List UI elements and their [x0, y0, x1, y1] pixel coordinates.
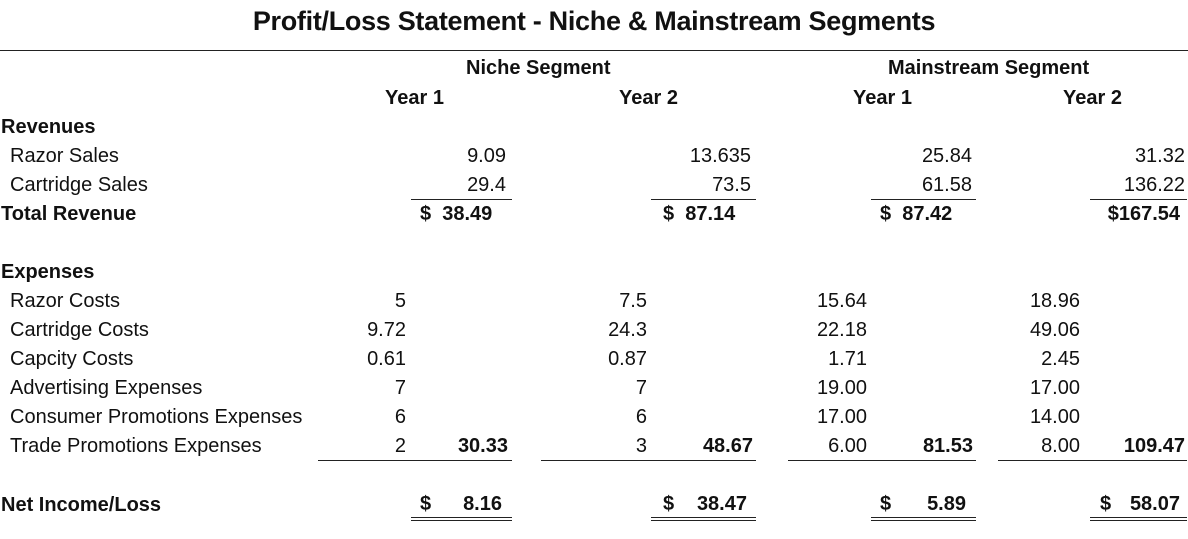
- expense-main-y1: 22.18: [816, 319, 867, 341]
- cartridge-sales-niche-y1: 29.4: [467, 174, 506, 196]
- expense-main-y2: 2.45: [1041, 348, 1080, 370]
- expense-niche-y1: 6: [394, 406, 406, 428]
- expense-total-main-y1: 81.53: [922, 435, 973, 457]
- expense-niche-y1: 9.72: [367, 319, 406, 341]
- net-income-main-y2: 58.07: [1129, 493, 1180, 515]
- total-revenue-main-y1: $ 87.42: [880, 203, 953, 225]
- expense-main-y2: 14.00: [1029, 406, 1080, 428]
- total-revenue-niche-y1: $ 38.49: [420, 203, 493, 225]
- revenues-header: Revenues: [1, 116, 96, 138]
- expense-total-niche-y2: 48.67: [702, 435, 753, 457]
- cartridge-sales-label: Cartridge Sales: [10, 174, 148, 196]
- expense-main-y2: 8.00: [1041, 435, 1080, 457]
- niche-segment-header: Niche Segment: [466, 57, 611, 79]
- expense-total-main-y2: 109.47: [1123, 435, 1185, 457]
- niche-year1-header: Year 1: [385, 87, 444, 109]
- expense-niche-y1: 7: [394, 377, 406, 399]
- net-income-label: Net Income/Loss: [1, 494, 162, 516]
- revenue-subtotal-rule: [871, 199, 976, 200]
- expense-main-y1: 17.00: [816, 406, 867, 428]
- revenue-subtotal-rule: [651, 199, 756, 200]
- razor-sales-main-y1: 25.84: [921, 145, 972, 167]
- expense-main-y2: 17.00: [1029, 377, 1080, 399]
- net-double-rule: [411, 517, 512, 521]
- total-revenue-main-y2: $167.54: [1107, 203, 1180, 225]
- expense-main-y1: 1.71: [828, 348, 867, 370]
- expense-total-niche-y1: 30.33: [457, 435, 508, 457]
- mainstream-year2-header: Year 2: [1063, 87, 1122, 109]
- expense-niche-y2: 24.3: [608, 319, 647, 341]
- expense-subtotal-rule: [541, 460, 756, 461]
- net-double-rule: [1090, 517, 1187, 521]
- net-currency-symbol: $: [420, 493, 432, 515]
- net-double-rule: [651, 517, 756, 521]
- expense-niche-y1: 5: [394, 290, 406, 312]
- total-revenue-niche-y2: $ 87.14: [663, 203, 736, 225]
- expense-label: Cartridge Costs: [10, 319, 149, 341]
- net-income-niche-y2: 38.47: [696, 493, 747, 515]
- mainstream-segment-header: Mainstream Segment: [888, 57, 1090, 79]
- niche-year2-header: Year 2: [619, 87, 678, 109]
- net-currency-symbol: $: [663, 493, 675, 515]
- expense-main-y2: 49.06: [1029, 319, 1080, 341]
- net-income-niche-y1: 8.16: [463, 493, 502, 515]
- razor-sales-niche-y2: 13.635: [689, 145, 751, 167]
- mainstream-year1-header: Year 1: [853, 87, 912, 109]
- title-rule: [0, 50, 1188, 51]
- expense-niche-y2: 6: [635, 406, 647, 428]
- cartridge-sales-main-y1: 61.58: [921, 174, 972, 196]
- expense-niche-y1: 2: [394, 435, 406, 457]
- expense-label: Consumer Promotions Expenses: [10, 406, 303, 428]
- expense-main-y2: 18.96: [1029, 290, 1080, 312]
- expense-main-y1: 15.64: [816, 290, 867, 312]
- expense-niche-y2: 3: [635, 435, 647, 457]
- revenue-subtotal-rule: [1090, 199, 1187, 200]
- expense-subtotal-rule: [318, 460, 512, 461]
- net-double-rule: [871, 517, 976, 521]
- razor-sales-label: Razor Sales: [10, 145, 119, 167]
- expense-subtotal-rule: [788, 460, 976, 461]
- expense-main-y1: 19.00: [816, 377, 867, 399]
- expense-label: Advertising Expenses: [10, 377, 203, 399]
- razor-sales-main-y2: 31.32: [1134, 145, 1185, 167]
- expense-niche-y2: 7: [635, 377, 647, 399]
- cartridge-sales-niche-y2: 73.5: [712, 174, 751, 196]
- expense-niche-y2: 0.87: [608, 348, 647, 370]
- cartridge-sales-main-y2: 136.22: [1123, 174, 1185, 196]
- revenue-subtotal-rule: [411, 199, 512, 200]
- expenses-header: Expenses: [1, 261, 95, 283]
- expense-label: Trade Promotions Expenses: [10, 435, 262, 457]
- total-revenue-label: Total Revenue: [1, 203, 137, 225]
- expense-niche-y2: 7.5: [619, 290, 647, 312]
- net-income-main-y1: 5.89: [927, 493, 966, 515]
- page-title: Profit/Loss Statement - Niche & Mainstre…: [252, 6, 936, 36]
- expense-niche-y1: 0.61: [367, 348, 406, 370]
- expense-subtotal-rule: [998, 460, 1187, 461]
- expense-label: Capcity Costs: [10, 348, 134, 370]
- expense-main-y1: 6.00: [828, 435, 867, 457]
- razor-sales-niche-y1: 9.09: [467, 145, 506, 167]
- net-currency-symbol: $: [880, 493, 892, 515]
- net-currency-symbol: $: [1100, 493, 1112, 515]
- expense-label: Razor Costs: [10, 290, 121, 312]
